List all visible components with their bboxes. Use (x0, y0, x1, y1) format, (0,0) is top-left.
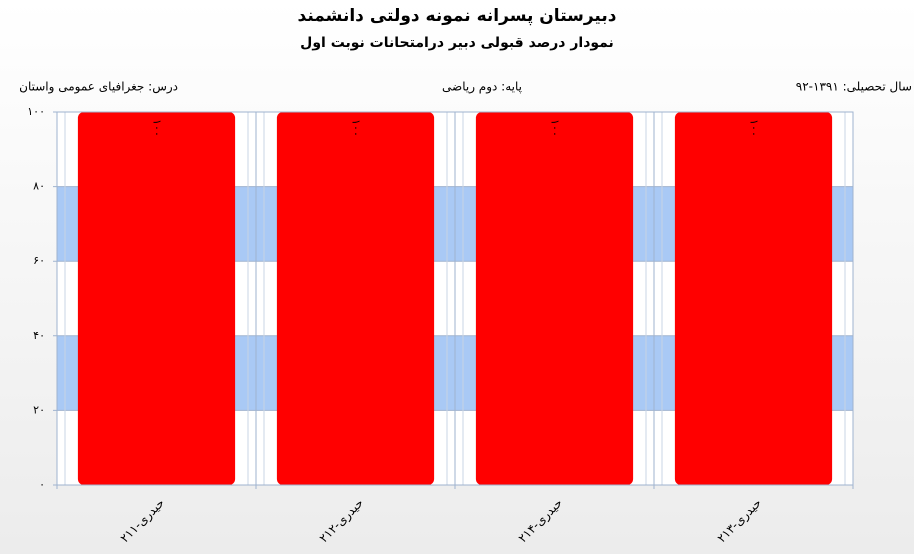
value-label: ۱۰۰ (549, 119, 562, 137)
plot-border (56, 111, 854, 486)
y-tick-label: ۴۰ (33, 329, 45, 342)
x-tick-label: حیدری-۲۱۲ (316, 496, 366, 546)
value-label: ۱۰۰ (350, 119, 363, 137)
bar (276, 112, 435, 485)
x-tick-label: حیدری-۲۱۳ (714, 496, 764, 546)
bar (77, 112, 236, 485)
value-label: ۱۰۰ (748, 119, 761, 137)
x-tick-label: حیدری-۲۱۴ (515, 496, 565, 546)
info-subject: درس: جغرافیای عمومی واستان (19, 80, 178, 95)
y-tick-label: ۸۰ (33, 180, 45, 193)
y-tick-label: ۰ (39, 478, 45, 491)
x-tick-label: حیدری-۲۱۱ (117, 496, 167, 546)
chart-subtitle: نمودار درصد قبولی دبیر درامتحانات نوبت ا… (300, 35, 614, 51)
chart-title: دبیرستان پسرانه نمونه دولتی دانشمند (298, 6, 617, 26)
y-tick-label: ۶۰ (33, 254, 45, 267)
y-tick-label: ۲۰ (33, 403, 45, 416)
info-grade: پایه: دوم ریاضی (442, 80, 522, 95)
bar (674, 112, 833, 485)
info-year: سال تحصیلی: ۱۳۹۱-۹۲ (796, 80, 912, 94)
bar (475, 112, 634, 485)
value-label: ۱۰۰ (151, 119, 164, 137)
y-tick-label: ۱۰۰ (27, 105, 45, 118)
